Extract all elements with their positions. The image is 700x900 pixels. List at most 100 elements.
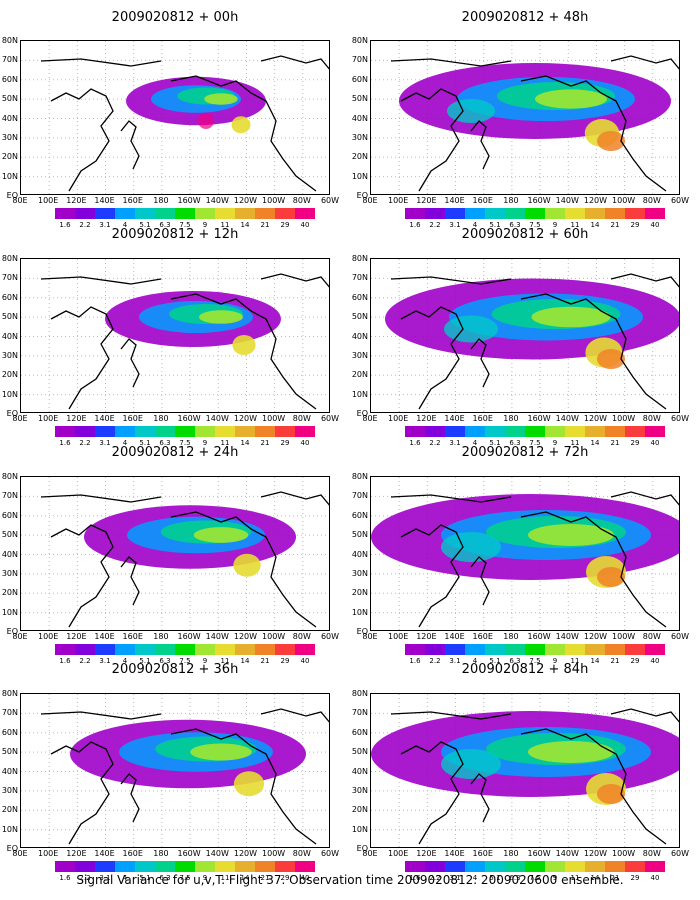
panel-title: 2009020812 + 36h: [111, 662, 239, 677]
longitude-label: 160E: [122, 414, 143, 423]
colorbar-label: 21: [260, 874, 270, 882]
colorbar-label: 9: [552, 657, 558, 665]
coastline: [520, 75, 667, 192]
coastline: [40, 711, 162, 720]
colorbar-swatch: [175, 426, 195, 437]
coastline: [470, 338, 490, 388]
latitude-label: 10N: [351, 824, 368, 834]
colorbar-swatch: [215, 208, 235, 219]
variance-contour: [528, 524, 614, 546]
coastline: [50, 524, 114, 628]
longitude-label: 120E: [416, 196, 437, 205]
longitude-label: 120W: [583, 849, 608, 858]
latitude-label: 30N: [351, 132, 368, 142]
colorbar-label: 40: [300, 657, 310, 665]
latitude-label: EQ: [6, 409, 18, 418]
colorbar-swatch: [215, 644, 235, 655]
latitude-label: 20N: [351, 152, 368, 162]
colorbar-label: 4: [472, 221, 478, 229]
colorbar-label: 6.3: [159, 874, 171, 882]
colorbar-swatch: [95, 644, 115, 655]
latitude-label: 70N: [1, 708, 18, 718]
longitude-label: 140E: [444, 632, 465, 641]
longitude-label: 100E: [388, 632, 409, 641]
coastline: [390, 276, 512, 285]
coastline: [610, 491, 679, 506]
longitude-label: 100E: [38, 632, 59, 641]
colorbar-label: 21: [260, 657, 270, 665]
colorbar-label: 21: [610, 657, 620, 665]
colorbar-swatch: [585, 644, 605, 655]
colorbar-swatch: [175, 208, 195, 219]
colorbar-swatch: [195, 208, 215, 219]
colorbar-swatch: [275, 644, 295, 655]
colorbar-label: 2.2: [429, 439, 441, 447]
latitude-label: 20N: [1, 588, 18, 598]
variance-map: [370, 476, 680, 631]
colorbar-swatch: [605, 644, 625, 655]
longitude-label: 80W: [642, 414, 661, 423]
longitude-label: 80W: [292, 196, 311, 205]
panel-title: 2009020812 + 12h: [111, 227, 239, 242]
latitude-label: 20N: [1, 805, 18, 815]
latitude-label: 50N: [1, 94, 18, 104]
latitude-label: 60N: [1, 510, 18, 520]
latitude-label: 40N: [351, 549, 368, 559]
colorbar: [55, 861, 315, 872]
colorbar-swatch: [275, 208, 295, 219]
colorbar-swatch: [215, 426, 235, 437]
longitude-label: 140E: [94, 196, 115, 205]
coastline: [170, 293, 317, 410]
colorbar-swatch: [155, 861, 175, 872]
colorbar-label: 7.5: [529, 221, 541, 229]
colorbar-label: 1.6: [59, 874, 71, 882]
colorbar-label: 29: [630, 221, 640, 229]
variance-map: [20, 693, 330, 848]
longitude-label: 140W: [555, 849, 579, 858]
colorbar-label: 3.1: [449, 657, 461, 665]
colorbar-swatch: [75, 861, 95, 872]
colorbar-swatch: [235, 426, 255, 437]
colorbar-swatch: [295, 208, 315, 219]
colorbar-label: 29: [280, 874, 290, 882]
longitude-label: 160W: [527, 849, 551, 858]
colorbar-swatch: [645, 426, 665, 437]
latitude-label: 50N: [351, 312, 368, 322]
colorbar-label: 9: [202, 657, 208, 665]
colorbar-swatch: [505, 426, 525, 437]
latitude-label: 30N: [1, 785, 18, 795]
longitude-label: 140E: [444, 196, 465, 205]
colorbar-swatch: [95, 861, 115, 872]
latitude-label: 20N: [1, 370, 18, 380]
colorbar-swatch: [445, 644, 465, 655]
map-canvas: [21, 477, 329, 630]
longitude-label: 100E: [38, 849, 59, 858]
colorbar-swatch: [565, 208, 585, 219]
colorbar-label: 1.6: [409, 874, 421, 882]
latitude-label: 30N: [351, 350, 368, 360]
latitude-label: EQ: [6, 844, 18, 853]
colorbar-label: 11: [570, 439, 580, 447]
latitude-label: 50N: [1, 312, 18, 322]
latitude-label: EQ: [6, 191, 18, 200]
colorbar-label: 3.1: [449, 439, 461, 447]
longitude-label: 60W: [670, 849, 690, 858]
longitude-label: 80E: [12, 414, 28, 423]
colorbar: [405, 861, 665, 872]
colorbar-label: 40: [300, 221, 310, 229]
variance-contour: [531, 306, 611, 328]
longitude-label: 160W: [527, 196, 551, 205]
colorbar-label: 40: [650, 439, 660, 447]
colorbar-label: 3.1: [99, 439, 111, 447]
panel-title: 2009020812 + 24h: [111, 445, 239, 460]
colorbar-label: 4: [122, 439, 128, 447]
longitude-label: 160W: [527, 414, 551, 423]
latitude-label: 30N: [351, 568, 368, 578]
colorbar-label: 14: [590, 221, 600, 229]
longitude-label: 120E: [66, 849, 87, 858]
longitude-label: 160E: [472, 414, 493, 423]
latitude-label: 60N: [1, 74, 18, 84]
panel-title: 2009020812 + 60h: [461, 227, 589, 242]
longitude-label: 120W: [583, 196, 608, 205]
colorbar-swatch: [195, 644, 215, 655]
